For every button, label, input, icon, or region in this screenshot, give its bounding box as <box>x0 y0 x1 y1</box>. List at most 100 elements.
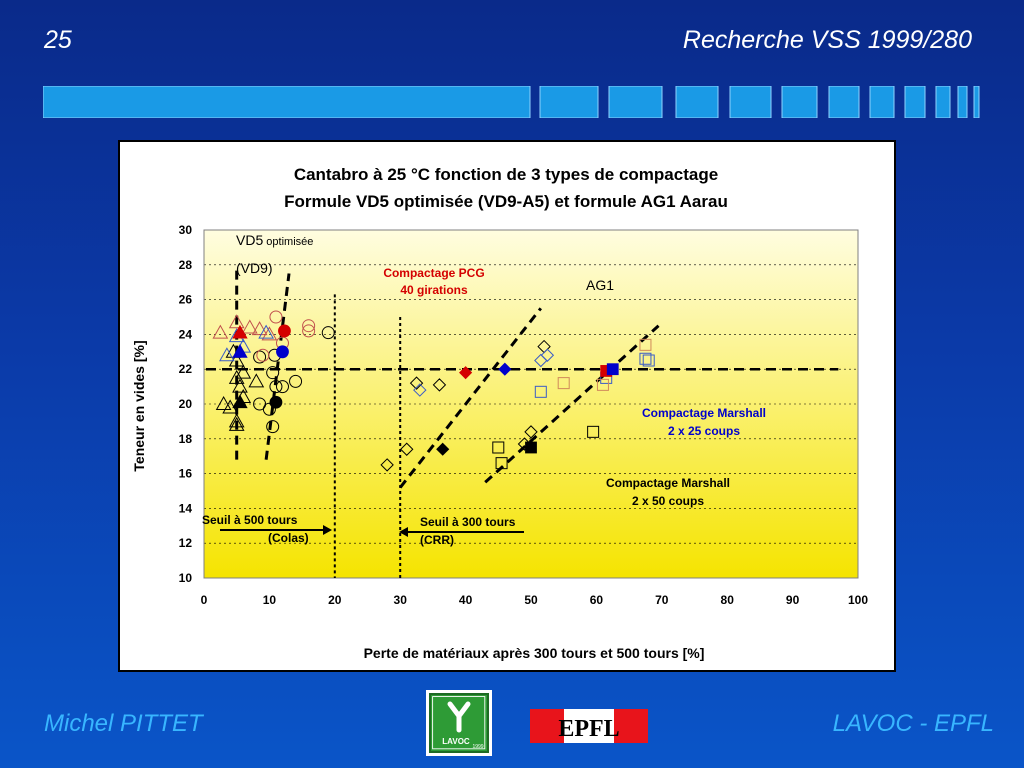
y-tick-label: 12 <box>179 536 193 550</box>
deco-segment <box>935 86 951 118</box>
pcg-label-line2: 40 girations <box>400 283 468 297</box>
circle-point <box>269 380 283 394</box>
triangle-point <box>219 347 235 362</box>
marshall50-label-line2: 2 x 50 coups <box>632 494 704 508</box>
trend-line <box>484 324 660 484</box>
deco-segment <box>904 86 926 118</box>
epfl-logo-text: EPFL <box>558 716 619 742</box>
square-point <box>639 352 652 365</box>
x-tick-label: 40 <box>459 593 473 607</box>
ag1-label: AG1 <box>586 277 614 293</box>
y-tick-label: 22 <box>179 362 193 376</box>
circle-point <box>302 324 316 338</box>
slide-title: Recherche VSS 1999/280 <box>682 26 972 54</box>
x-tick-label: 70 <box>655 593 669 607</box>
square-point <box>596 378 609 391</box>
deco-segment <box>781 86 818 118</box>
square-point <box>587 425 600 438</box>
x-axis-label: Perte de matériaux après 300 tours et 50… <box>364 645 705 661</box>
x-tick-label: 60 <box>590 593 604 607</box>
threshold-lines <box>206 294 839 578</box>
circle-point <box>253 350 267 364</box>
deco-segment <box>608 86 663 118</box>
square-point <box>525 441 537 454</box>
square-point <box>606 363 619 376</box>
deco-segment <box>43 86 531 118</box>
diamond-point <box>498 362 512 376</box>
seuil300-label-line2: (CRR) <box>420 533 454 547</box>
lavoc-logo: LAVOC 1999 <box>426 690 492 756</box>
seuil500-label-line1: Seuil à 500 tours <box>202 513 298 527</box>
axis-ticks: 0 10 20 30 40 50 60 70 80 90 100 10 12 14 16 18 20 22 24 26… <box>179 223 869 607</box>
seuil300-label-line1: Seuil à 300 tours <box>420 515 516 529</box>
circle-point <box>256 348 270 362</box>
square-point <box>642 354 655 367</box>
deco-segment <box>973 86 980 118</box>
square-point <box>495 457 508 470</box>
arrow-to-colas-threshold <box>220 525 332 535</box>
circle-point <box>321 326 335 340</box>
triangle-point <box>232 394 248 409</box>
circle-point <box>302 319 316 333</box>
circle-point <box>289 374 303 388</box>
footer-author: Michel PITTET <box>44 710 203 737</box>
scatter-chart: Cantabro à 25 °C fonction de 3 types de … <box>131 165 869 661</box>
seuil500-label-line2: (Colas) <box>268 531 309 545</box>
vd9-label: (VD9) <box>236 260 273 276</box>
plot-border <box>203 229 859 579</box>
x-tick-label: 100 <box>848 593 868 607</box>
circle-point <box>276 345 289 359</box>
circle-point <box>269 395 283 409</box>
deco-segment <box>828 86 860 118</box>
trend-line <box>399 307 542 489</box>
triangle-point <box>228 416 245 431</box>
diamond-point <box>413 383 427 397</box>
marshall25-label-line2: 2 x 25 coups <box>668 424 740 438</box>
trend-line <box>264 273 291 460</box>
triangle-point <box>258 324 274 339</box>
triangle-point <box>232 343 248 358</box>
y-tick-label: 16 <box>179 467 193 481</box>
x-tick-label: 50 <box>524 593 538 607</box>
y-tick-label: 26 <box>179 293 193 307</box>
deco-segments <box>43 86 980 118</box>
x-tick-label: 0 <box>201 593 208 607</box>
diamond-point <box>524 425 538 439</box>
triangle-point <box>232 378 248 393</box>
circle-point <box>275 380 289 394</box>
y-axis-label: Teneur en vides [%] <box>131 340 147 471</box>
data-points <box>212 310 655 472</box>
x-tick-label: 80 <box>721 593 735 607</box>
x-tick-label: 10 <box>263 593 277 607</box>
deco-segment <box>957 86 968 118</box>
y-tick-label: 28 <box>179 258 193 272</box>
deco-segment <box>869 86 895 118</box>
marshall50-label-line1: Compactage Marshall <box>606 476 730 490</box>
triangle-point <box>228 314 245 329</box>
y-tick-label: 10 <box>179 571 193 585</box>
x-tick-label: 20 <box>328 593 342 607</box>
footer-org: LAVOC - EPFL <box>832 710 994 737</box>
chart-frame: Cantabro à 25 °C fonction de 3 types de … <box>118 140 896 672</box>
triangle-point <box>251 321 268 336</box>
arrow-to-crr-threshold <box>399 527 524 537</box>
y-tick-label: 20 <box>179 397 193 411</box>
epfl-logo: EPFL <box>530 709 648 743</box>
diamond-point <box>436 442 450 456</box>
marshall25-label-line1: Compactage Marshall <box>642 406 766 420</box>
square-point <box>534 385 547 398</box>
circle-point <box>266 420 280 434</box>
diamond-point <box>459 366 473 380</box>
diamond-point <box>400 442 414 456</box>
triangle-point <box>228 369 245 384</box>
x-tick-label: 90 <box>786 593 800 607</box>
pcg-label-line1: Compactage PCG <box>383 266 484 280</box>
slide-number: 25 <box>44 26 72 54</box>
annotations: VD5 optimisée (VD9) AG1 Compactage PCG 4… <box>202 232 766 547</box>
circle-point <box>266 366 280 380</box>
deco-segment <box>539 86 599 118</box>
diamond-point <box>380 458 394 472</box>
y-tick-label: 24 <box>179 327 193 341</box>
triangle-point <box>212 324 229 339</box>
deco-segment <box>729 86 772 118</box>
